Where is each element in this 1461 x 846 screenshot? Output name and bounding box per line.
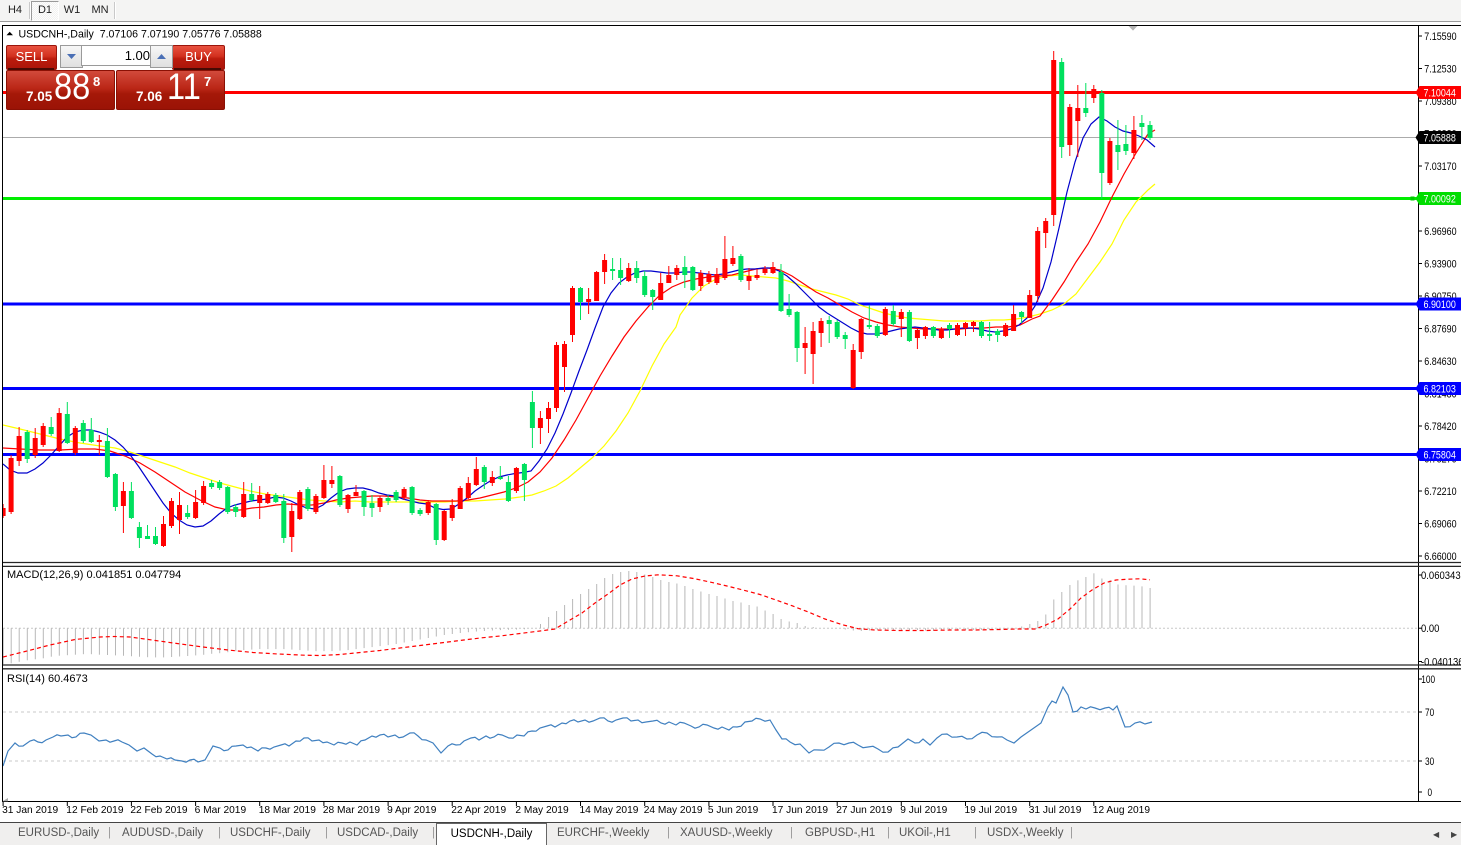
svg-text:27 Jun 2019: 27 Jun 2019	[836, 805, 892, 816]
svg-text:6.66000: 6.66000	[1424, 551, 1456, 563]
svg-text:7.12530: 7.12530	[1424, 64, 1456, 76]
svg-text:2 May 2019: 2 May 2019	[515, 805, 569, 816]
svg-text:7.10044: 7.10044	[1424, 88, 1456, 100]
svg-text:0: 0	[1428, 787, 1433, 799]
svg-text:6.75804: 6.75804	[1424, 450, 1456, 462]
svg-text:31 Jul 2019: 31 Jul 2019	[1029, 805, 1082, 816]
svg-text:0.060343: 0.060343	[1421, 570, 1461, 582]
svg-text:USDCNH-,Daily 7.07106 7.07190: USDCNH-,Daily 7.07106 7.07190 7.05776 7.…	[19, 29, 262, 41]
svg-text:31 Jan 2019: 31 Jan 2019	[2, 805, 58, 816]
svg-text:6.82103: 6.82103	[1424, 384, 1456, 396]
svg-text:9 Jul 2019: 9 Jul 2019	[900, 805, 947, 816]
svg-text:6 Mar 2019: 6 Mar 2019	[195, 805, 247, 816]
svg-text:28 Mar 2019: 28 Mar 2019	[323, 805, 381, 816]
svg-text:22 Apr 2019: 22 Apr 2019	[451, 805, 506, 816]
svg-text:5 Jun 2019: 5 Jun 2019	[708, 805, 759, 816]
svg-text:19 Jul 2019: 19 Jul 2019	[965, 805, 1018, 816]
svg-text:7.00092: 7.00092	[1424, 194, 1456, 206]
svg-text:12 Aug 2019: 12 Aug 2019	[1093, 805, 1151, 816]
svg-text:6.78420: 6.78420	[1424, 421, 1456, 433]
svg-text:30: 30	[1425, 756, 1434, 768]
svg-text:6.87690: 6.87690	[1424, 324, 1456, 336]
svg-text:17 Jun 2019: 17 Jun 2019	[772, 805, 828, 816]
svg-text:6.93900: 6.93900	[1424, 259, 1456, 271]
svg-text:6.69060: 6.69060	[1424, 519, 1456, 531]
svg-text:22 Feb 2019: 22 Feb 2019	[130, 805, 188, 816]
svg-text:0.00: 0.00	[1421, 623, 1439, 635]
svg-text:18 Mar 2019: 18 Mar 2019	[259, 805, 317, 816]
svg-text:6.72210: 6.72210	[1424, 486, 1456, 498]
svg-text:7.15590: 7.15590	[1424, 31, 1456, 43]
svg-text:MACD(12,26,9) 0.041851 0.04779: MACD(12,26,9) 0.041851 0.047794	[7, 569, 181, 581]
svg-text:12 Feb 2019: 12 Feb 2019	[66, 805, 124, 816]
svg-text:9 Apr 2019: 9 Apr 2019	[387, 805, 437, 816]
svg-text:7.05888: 7.05888	[1424, 133, 1456, 145]
svg-text:100: 100	[1421, 674, 1435, 686]
svg-text:6.84630: 6.84630	[1424, 356, 1456, 368]
svg-text:6.96960: 6.96960	[1424, 226, 1456, 238]
svg-text:6.90100: 6.90100	[1424, 299, 1456, 311]
svg-text:RSI(14) 60.4673: RSI(14) 60.4673	[7, 673, 88, 685]
svg-text:14 May 2019: 14 May 2019	[580, 805, 639, 816]
svg-text:24 May 2019: 24 May 2019	[644, 805, 703, 816]
svg-text:7.03170: 7.03170	[1424, 161, 1456, 173]
svg-text:-0.040136: -0.040136	[1421, 657, 1461, 669]
svg-text:70: 70	[1425, 707, 1434, 719]
